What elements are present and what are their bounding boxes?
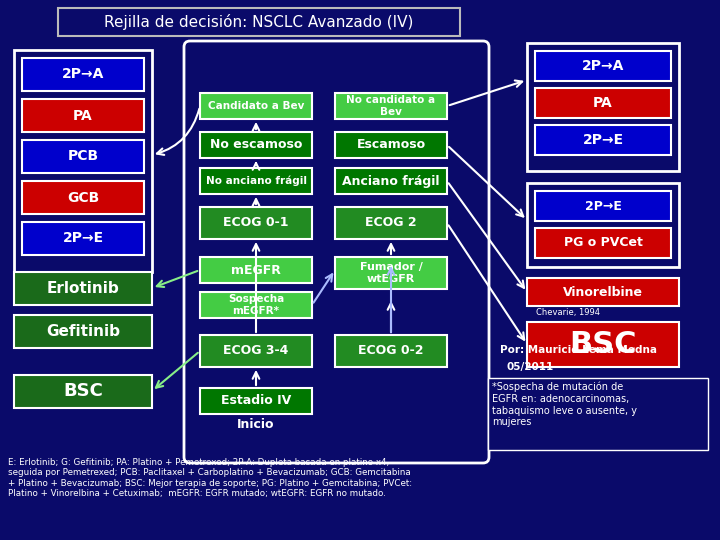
- Text: Rejilla de decisión: NSCLC Avanzado (IV): Rejilla de decisión: NSCLC Avanzado (IV): [104, 14, 414, 30]
- Text: Fumador /
wtEGFR: Fumador / wtEGFR: [359, 262, 423, 284]
- Text: 2P→E: 2P→E: [585, 199, 621, 213]
- Text: Inicio: Inicio: [238, 418, 275, 431]
- Text: mEGFR: mEGFR: [231, 264, 281, 276]
- Bar: [335, 168, 447, 194]
- Text: PCB: PCB: [68, 150, 99, 164]
- Text: 2P→A: 2P→A: [62, 68, 104, 82]
- Text: E: Erlotinib; G: Gefitinib; PA: Platino + Pemetrexed; 2P-A: Dupleta basada en pl: E: Erlotinib; G: Gefitinib; PA: Platino …: [8, 458, 412, 498]
- Text: Chevarie, 1994: Chevarie, 1994: [536, 308, 600, 317]
- Text: Por: Mauricio Lema Medna: Por: Mauricio Lema Medna: [500, 345, 657, 355]
- Bar: [335, 207, 447, 239]
- Bar: [335, 335, 447, 367]
- Bar: [535, 88, 671, 118]
- Bar: [14, 50, 152, 272]
- Bar: [14, 315, 152, 348]
- Bar: [488, 378, 708, 450]
- Bar: [200, 132, 312, 158]
- Text: ECOG 3-4: ECOG 3-4: [223, 345, 289, 357]
- Text: Anciano frágil: Anciano frágil: [342, 174, 440, 187]
- Text: Sospecha
mEGFR*: Sospecha mEGFR*: [228, 294, 284, 316]
- Bar: [22, 99, 144, 132]
- Bar: [527, 278, 679, 306]
- Text: 2P→A: 2P→A: [582, 59, 624, 73]
- Bar: [22, 140, 144, 173]
- Bar: [535, 191, 671, 221]
- Text: BSC: BSC: [570, 330, 636, 359]
- Bar: [22, 58, 144, 91]
- Bar: [535, 228, 671, 258]
- Bar: [200, 388, 312, 414]
- Bar: [535, 51, 671, 81]
- Text: PA: PA: [593, 96, 613, 110]
- Bar: [22, 222, 144, 255]
- Text: GCB: GCB: [67, 191, 99, 205]
- Bar: [200, 292, 312, 318]
- Bar: [527, 43, 679, 171]
- Text: No anciano frágil: No anciano frágil: [205, 176, 307, 186]
- Bar: [200, 168, 312, 194]
- Bar: [200, 335, 312, 367]
- Bar: [200, 257, 312, 283]
- Bar: [335, 257, 447, 289]
- Text: 2P→E: 2P→E: [582, 133, 624, 147]
- Text: ECOG 2: ECOG 2: [365, 217, 417, 230]
- Text: Vinorelbine: Vinorelbine: [563, 286, 643, 299]
- Bar: [14, 375, 152, 408]
- Bar: [527, 322, 679, 367]
- Bar: [335, 93, 447, 119]
- Text: BSC: BSC: [63, 382, 103, 401]
- Text: Escamoso: Escamoso: [356, 138, 426, 152]
- Text: PA: PA: [73, 109, 93, 123]
- Text: 2P→E: 2P→E: [63, 232, 104, 246]
- Text: No escamoso: No escamoso: [210, 138, 302, 152]
- Bar: [22, 181, 144, 214]
- Bar: [200, 207, 312, 239]
- Text: ECOG 0-1: ECOG 0-1: [223, 217, 289, 230]
- Bar: [535, 125, 671, 155]
- Text: ECOG 0-2: ECOG 0-2: [359, 345, 424, 357]
- Text: Gefitinib: Gefitinib: [46, 324, 120, 339]
- Text: Erlotinib: Erlotinib: [47, 281, 120, 296]
- Bar: [14, 272, 152, 305]
- Text: No candidato a
Bev: No candidato a Bev: [346, 95, 436, 117]
- Text: PG o PVCet: PG o PVCet: [564, 237, 642, 249]
- Text: Estadio IV: Estadio IV: [221, 395, 291, 408]
- Text: *Sospecha de mutación de
EGFR en: adenocarcinomas,
tabaquismo leve o ausente, y
: *Sospecha de mutación de EGFR en: adenoc…: [492, 382, 637, 427]
- Bar: [335, 132, 447, 158]
- Bar: [200, 93, 312, 119]
- Text: Candidato a Bev: Candidato a Bev: [208, 101, 304, 111]
- Text: 05/2011: 05/2011: [506, 362, 554, 372]
- Bar: [527, 183, 679, 267]
- Bar: [58, 8, 460, 36]
